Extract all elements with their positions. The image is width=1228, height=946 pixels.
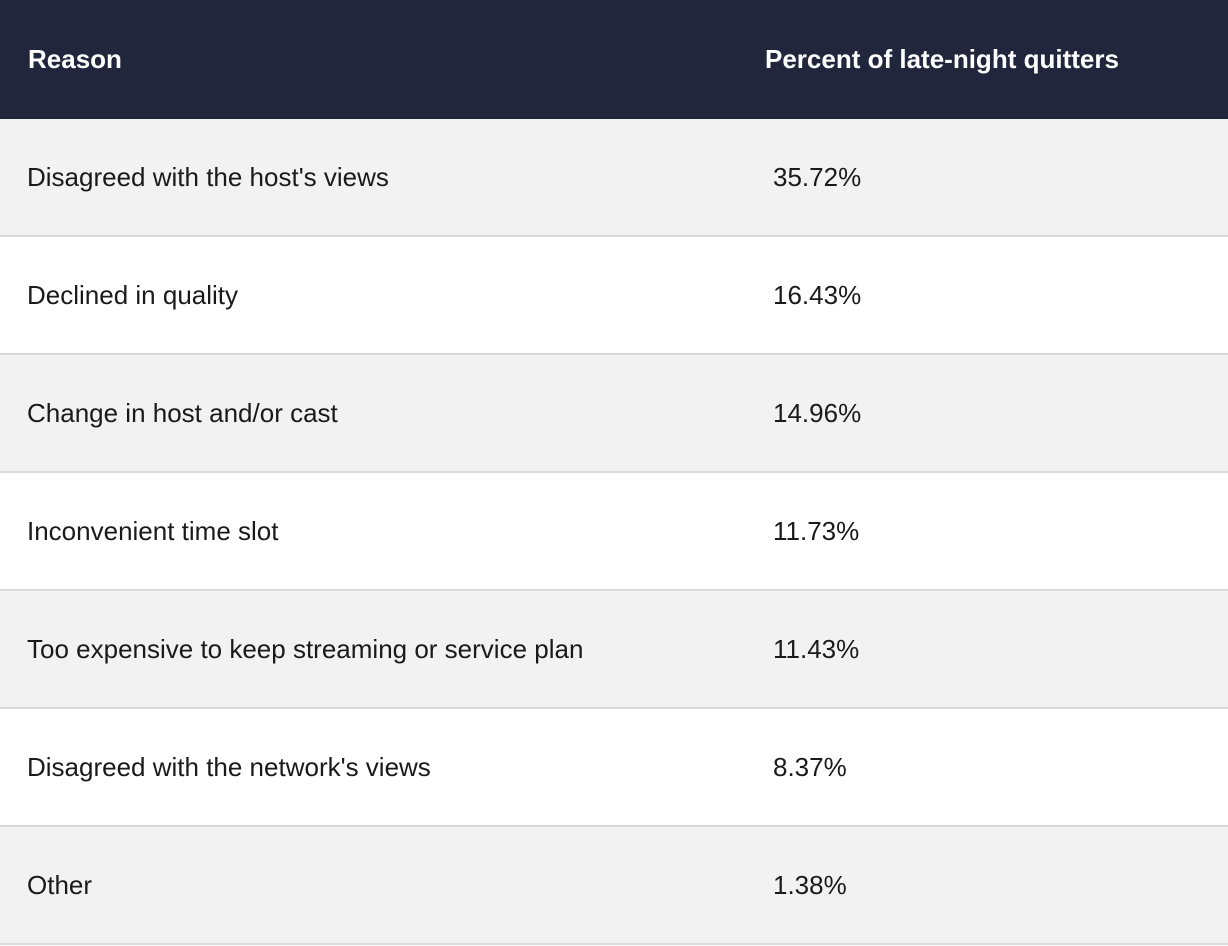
row-reason: Change in host and/or cast xyxy=(27,397,338,428)
row-percent: 11.73% xyxy=(773,515,860,546)
table-header: Reason Percent of late-night quitters xyxy=(0,0,1228,119)
row-reason: Inconvenient time slot xyxy=(27,515,279,546)
table-row: Disagreed with the network's views 8.37% xyxy=(0,709,1228,827)
table-row: Change in host and/or cast 14.96% xyxy=(0,355,1228,473)
table-row: Disagreed with the host's views 35.72% xyxy=(0,119,1228,237)
row-reason: Other xyxy=(27,869,93,900)
table-row: Inconvenient time slot 11.73% xyxy=(0,473,1228,591)
row-percent: 16.43% xyxy=(773,279,862,310)
row-reason: Declined in quality xyxy=(27,279,239,310)
row-percent: 8.37% xyxy=(773,751,847,782)
table-row: Too expensive to keep streaming or servi… xyxy=(0,591,1228,709)
row-reason: Too expensive to keep streaming or servi… xyxy=(27,633,584,664)
header-percent: Percent of late-night quitters xyxy=(765,44,1119,74)
table-row: Declined in quality 16.43% xyxy=(0,237,1228,355)
table-row: Other 1.38% xyxy=(0,827,1228,945)
row-percent: 14.96% xyxy=(773,397,862,428)
header-reason: Reason xyxy=(28,44,122,74)
row-reason: Disagreed with the host's views xyxy=(27,161,389,192)
row-reason: Disagreed with the network's views xyxy=(27,751,431,782)
row-percent: 11.43% xyxy=(773,633,860,664)
row-percent: 1.38% xyxy=(773,869,847,900)
row-percent: 35.72% xyxy=(773,161,862,192)
